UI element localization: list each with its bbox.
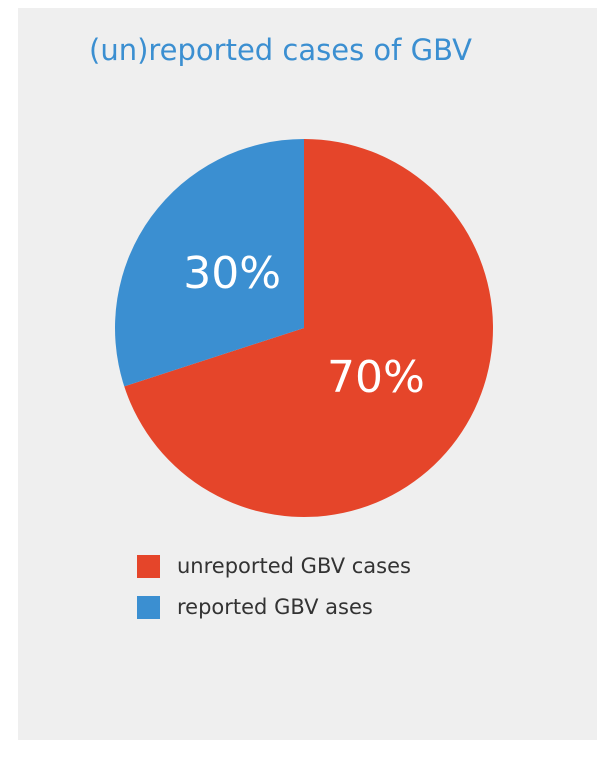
data-label: 30% xyxy=(183,248,281,299)
legend-label: unreported GBV cases xyxy=(177,554,411,578)
chart-title: (un)reported cases of GBV xyxy=(89,33,472,67)
legend-label: reported GBV ases xyxy=(177,595,373,619)
pie-slice xyxy=(124,139,493,517)
data-label: 70% xyxy=(327,352,425,403)
pie-slice xyxy=(114,139,304,387)
legend-swatch xyxy=(137,596,160,619)
legend-swatch xyxy=(137,555,160,578)
